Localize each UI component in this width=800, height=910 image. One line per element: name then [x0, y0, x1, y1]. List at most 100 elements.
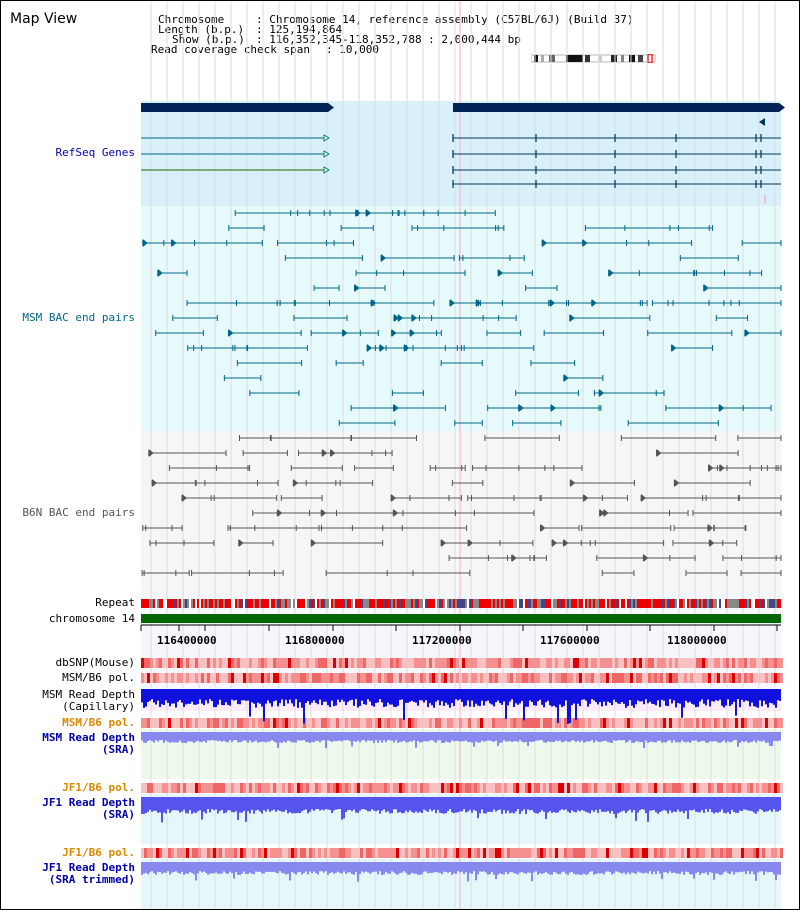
- gene-arrow: [328, 103, 334, 112]
- repeat-element: [523, 599, 525, 608]
- jf1-pol-density: [219, 783, 222, 793]
- track-label-jf1-depth-sra-1[interactable]: JF1 Read Depth: [42, 796, 135, 809]
- dbsnp-density: [651, 658, 654, 668]
- msm-pol-density: [144, 718, 147, 728]
- jf1-pol-density: [342, 783, 345, 793]
- jf1-pol-density: [465, 848, 468, 858]
- repeat-element: [155, 599, 157, 608]
- msm-pol-density: [711, 673, 714, 683]
- jf1-sra-depth-bar: [163, 797, 165, 813]
- dbsnp-density: [150, 658, 153, 668]
- msm-pol-density: [216, 673, 219, 683]
- track-label-jf1-b6-pol-1[interactable]: JF1/B6 pol.: [62, 781, 135, 794]
- track-label-msm-depth-sra-1[interactable]: MSM Read Depth: [42, 731, 135, 744]
- track-label-jf1-depth-trim-1[interactable]: JF1 Read Depth: [42, 861, 135, 874]
- jf1-pol-density: [462, 848, 465, 858]
- msm-sra-depth-bar: [425, 732, 427, 742]
- jf1-pol-density: [729, 783, 732, 793]
- jf1-trim-depth-bar: [539, 862, 541, 874]
- msm-capillary-depth-bar: [641, 689, 643, 702]
- track-label-msm-depth-cap-1[interactable]: MSM Read Depth: [42, 688, 135, 701]
- jf1-sra-depth-bar: [701, 797, 703, 811]
- jf1-sra-depth-bar: [433, 797, 435, 810]
- jf1-pol-density: [639, 783, 642, 793]
- jf1-pol-density: [195, 783, 198, 793]
- msm-capillary-depth-bar: [531, 689, 533, 703]
- msm-capillary-depth-bar: [245, 689, 247, 701]
- jf1-trim-depth-bar: [693, 862, 695, 879]
- track-label-msm-b6-pol-1[interactable]: MSM/B6 pol.: [62, 671, 135, 684]
- track-label-msm-bac[interactable]: MSM BAC end pairs: [22, 311, 135, 324]
- dbsnp-density: [366, 658, 369, 668]
- jf1-pol-density: [765, 783, 768, 793]
- repeat-element: [241, 599, 243, 608]
- repeat-element: [449, 599, 451, 608]
- bac-end-arrow: [398, 314, 404, 322]
- jf1-trim-depth-bar: [523, 862, 525, 874]
- jf1-trim-depth-bar: [591, 862, 593, 872]
- jf1-trim-depth-bar: [249, 862, 251, 873]
- track-label-jf1-b6-pol-2[interactable]: JF1/B6 pol.: [62, 846, 135, 859]
- jf1-pol-density: [426, 848, 429, 858]
- msm-pol-density: [168, 718, 171, 728]
- repeat-element: [699, 599, 701, 608]
- jf1-sra-depth-bar: [581, 797, 583, 810]
- msm-pol-density: [687, 673, 690, 683]
- jf1-sra-depth-bar: [283, 797, 285, 812]
- chromosome-ideogram[interactable]: [531, 54, 656, 63]
- dbsnp-density: [510, 658, 513, 668]
- repeat-element: [341, 599, 343, 608]
- jf1-sra-depth-bar: [437, 797, 439, 810]
- jf1-sra-depth-bar: [451, 797, 453, 813]
- jf1-sra-depth-bar: [249, 797, 251, 814]
- jf1-trim-depth-bar: [553, 862, 555, 872]
- repeat-element: [265, 599, 267, 608]
- msm-pol-density: [279, 673, 282, 683]
- repeat-element: [289, 599, 291, 608]
- jf1-sra-depth-bar: [235, 797, 237, 812]
- msm-sra-depth-bar: [197, 732, 199, 741]
- msm-capillary-depth-bar: [395, 689, 397, 708]
- msm-capillary-depth-bar: [471, 689, 473, 701]
- jf1-trim-depth-bar: [359, 862, 361, 875]
- jf1-sra-depth-bar: [763, 797, 765, 813]
- msm-capillary-depth-bar: [703, 689, 705, 704]
- jf1-trim-depth-bar: [307, 862, 309, 875]
- gene-arrow: [759, 118, 765, 126]
- msm-capillary-depth-bar: [523, 689, 525, 721]
- repeat-element: [233, 599, 235, 608]
- msm-pol-density: [657, 718, 660, 728]
- jf1-sra-depth-bar: [573, 797, 575, 812]
- repeat-element: [555, 599, 557, 608]
- msm-pol-density: [399, 673, 402, 683]
- msm-sra-depth-bar: [455, 732, 457, 741]
- jf1-sra-depth-bar: [243, 797, 245, 811]
- msm-sra-depth-bar: [339, 732, 341, 741]
- jf1-trim-depth-bar: [537, 862, 539, 875]
- msm-pol-density: [234, 718, 237, 728]
- repeat-element: [745, 599, 747, 608]
- jf1-pol-density: [204, 783, 207, 793]
- jf1-trim-depth-bar: [569, 862, 571, 873]
- track-label-msm-b6-pol-2[interactable]: MSM/B6 pol.: [62, 716, 135, 729]
- msm-sra-depth-bar: [681, 732, 683, 741]
- jf1-trim-depth-bar: [721, 862, 723, 875]
- track-label-repeat[interactable]: Repeat: [95, 596, 135, 609]
- track-label-dbsnp[interactable]: dbSNP(Mouse): [55, 656, 135, 669]
- repeat-element: [667, 599, 669, 608]
- repeat-element: [311, 599, 313, 608]
- jf1-sra-depth-bar: [735, 797, 737, 813]
- jf1-pol-density: [597, 783, 600, 793]
- track-label-b6n-bac[interactable]: B6N BAC end pairs: [22, 506, 135, 519]
- repeat-element: [681, 599, 683, 608]
- track-features[interactable]: [140, 103, 785, 882]
- msm-capillary-depth-bar: [211, 689, 213, 702]
- msm-pol-density: [729, 718, 732, 728]
- repeat-element: [577, 599, 579, 608]
- jf1-trim-depth-bar: [337, 862, 339, 872]
- dbsnp-density: [393, 658, 396, 668]
- track-label-refseq[interactable]: RefSeq Genes: [55, 146, 135, 159]
- jf1-trim-depth-bar: [703, 862, 705, 874]
